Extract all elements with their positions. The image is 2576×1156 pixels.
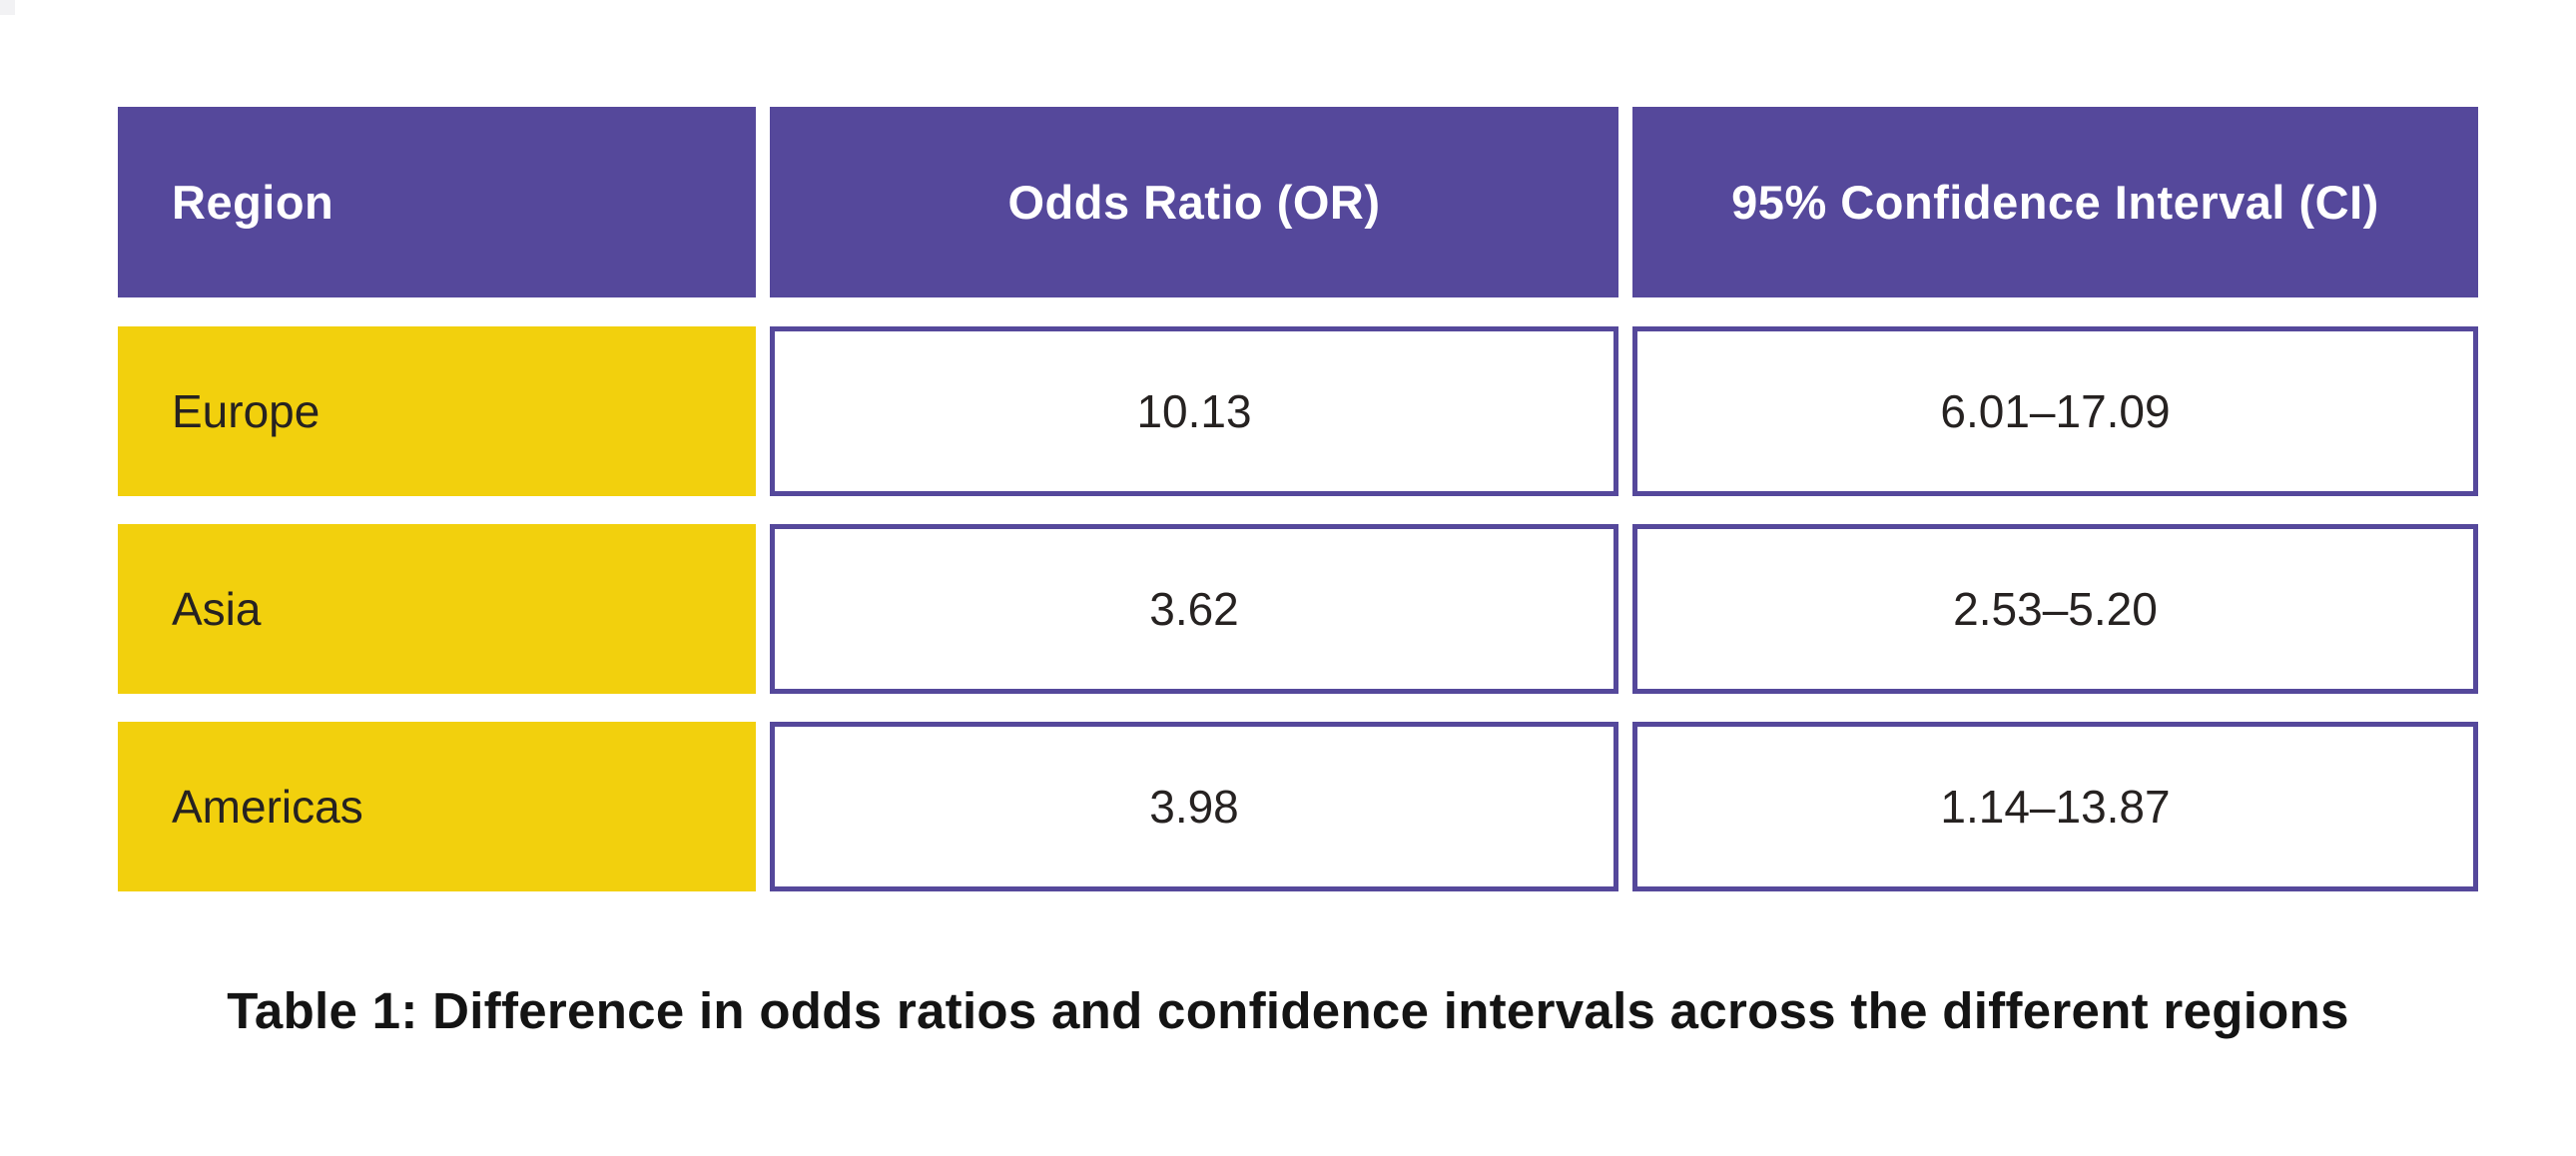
header-label-odds-ratio: Odds Ratio (OR) — [1007, 176, 1381, 229]
table-row: Europe 10.13 6.01–17.09 — [118, 326, 2478, 496]
table-header-row: Region Odds Ratio (OR) 95% Confidence In… — [118, 107, 2478, 297]
region-cell: Americas — [118, 722, 756, 891]
odds-ratio-value: 10.13 — [1136, 385, 1252, 437]
confidence-interval-value: 1.14–13.87 — [1940, 781, 2171, 833]
confidence-interval-cell: 1.14–13.87 — [1632, 722, 2478, 891]
odds-ratio-value: 3.62 — [1149, 583, 1239, 635]
odds-ratio-cell: 3.62 — [770, 524, 1618, 694]
table-caption: Table 1: Difference in odds ratios and c… — [227, 982, 2349, 1039]
confidence-interval-value: 2.53–5.20 — [1953, 583, 2158, 635]
header-cell-confidence-interval: 95% Confidence Interval (CI) — [1632, 107, 2478, 297]
corner-artifact — [0, 0, 15, 15]
table-row: Asia 3.62 2.53–5.20 — [118, 524, 2478, 694]
region-label: Asia — [172, 583, 262, 635]
table-row: Americas 3.98 1.14–13.87 — [118, 722, 2478, 891]
confidence-interval-cell: 6.01–17.09 — [1632, 326, 2478, 496]
header-label-confidence-interval: 95% Confidence Interval (CI) — [1731, 176, 2379, 229]
region-cell: Asia — [118, 524, 756, 694]
region-label: Americas — [172, 781, 363, 833]
confidence-interval-cell: 2.53–5.20 — [1632, 524, 2478, 694]
region-label: Europe — [172, 385, 321, 437]
header-label-region: Region — [172, 176, 334, 229]
confidence-interval-value: 6.01–17.09 — [1940, 385, 2171, 437]
header-cell-odds-ratio: Odds Ratio (OR) — [770, 107, 1618, 297]
odds-ratio-table: Region Odds Ratio (OR) 95% Confidence In… — [118, 107, 2478, 919]
odds-ratio-cell: 10.13 — [770, 326, 1618, 496]
odds-ratio-cell: 3.98 — [770, 722, 1618, 891]
header-cell-region: Region — [118, 107, 756, 297]
odds-ratio-value: 3.98 — [1149, 781, 1239, 833]
region-cell: Europe — [118, 326, 756, 496]
